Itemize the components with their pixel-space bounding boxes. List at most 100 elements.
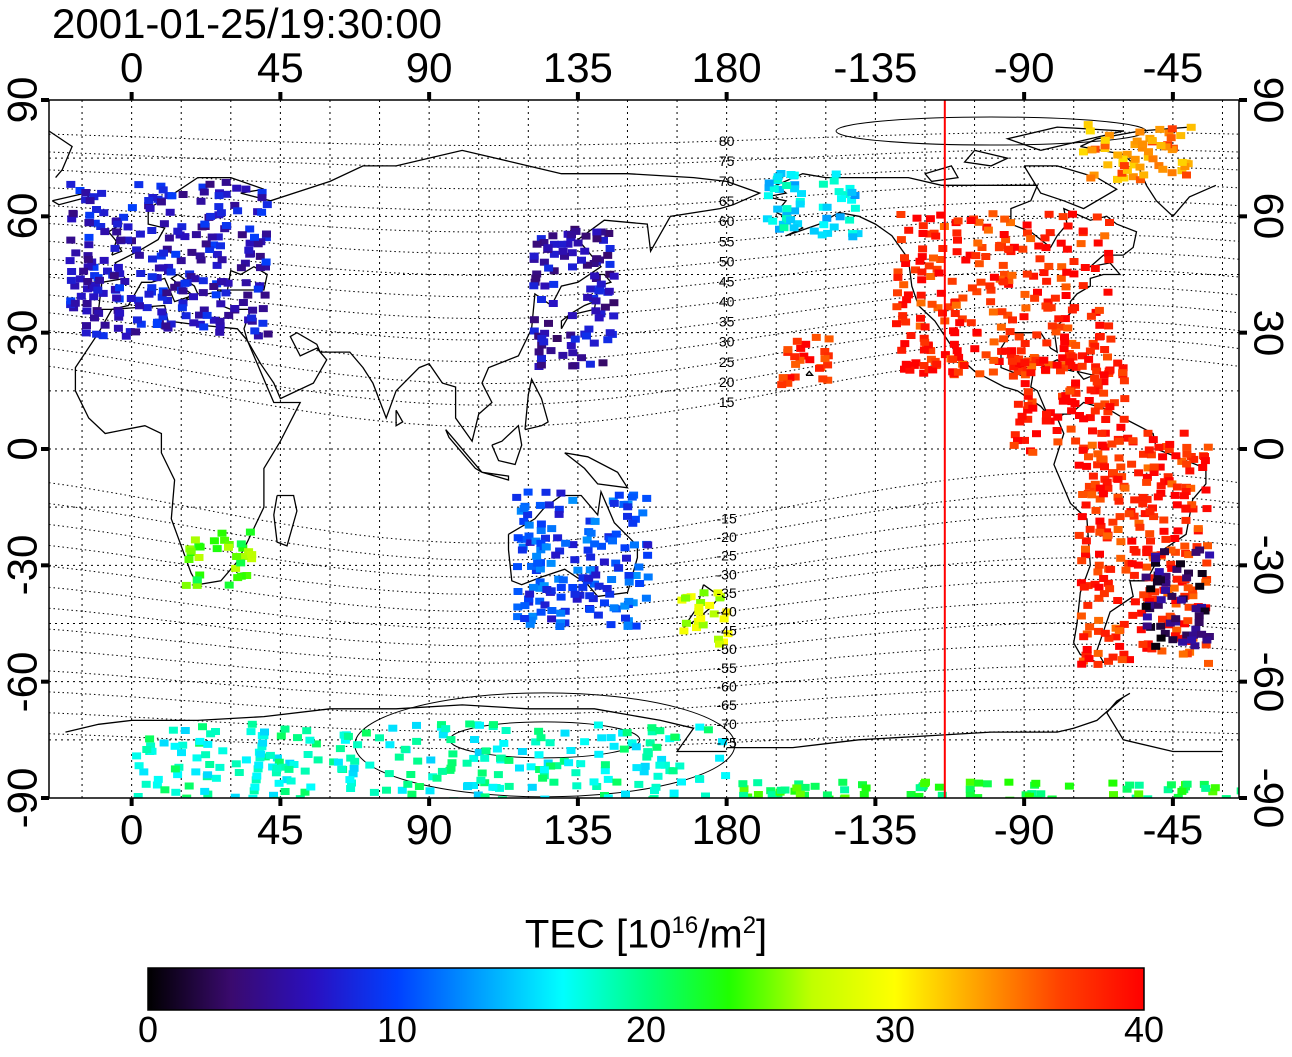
tec-point <box>289 761 299 768</box>
tec-point <box>1161 535 1171 543</box>
tec-point <box>549 280 559 288</box>
tec-point <box>566 331 576 339</box>
tec-point <box>739 785 749 793</box>
tec-point <box>476 776 486 784</box>
tec-point <box>189 319 199 327</box>
tec-point <box>597 734 607 742</box>
tec-point <box>847 188 857 196</box>
tec-point <box>180 279 190 287</box>
tec-point <box>1143 153 1153 161</box>
tec-point <box>1167 592 1177 600</box>
tec-point <box>845 184 855 192</box>
contour-label: 75 <box>719 153 735 169</box>
tec-point <box>126 295 136 302</box>
tec-point <box>253 285 263 293</box>
tec-point <box>818 375 828 383</box>
tec-point <box>1084 355 1094 363</box>
tec-point <box>567 231 576 239</box>
tec-point <box>568 349 578 357</box>
tec-point <box>212 545 222 553</box>
contour-label: -75 <box>717 735 737 751</box>
tec-point <box>1067 306 1077 314</box>
coastline <box>805 370 815 376</box>
tec-point <box>171 250 181 258</box>
tec-point <box>230 201 240 209</box>
tec-point <box>602 585 612 592</box>
tec-point <box>1023 415 1033 423</box>
tec-point <box>1095 517 1105 525</box>
tec-point <box>783 346 793 354</box>
tec-point <box>534 348 544 356</box>
tec-point <box>824 335 834 343</box>
tec-point <box>719 615 729 623</box>
tec-point <box>933 304 943 312</box>
tec-point <box>1013 368 1023 376</box>
tec-point <box>585 592 595 600</box>
tec-point <box>694 603 704 611</box>
tec-point <box>215 328 225 336</box>
tec-point <box>669 795 679 798</box>
tec-point <box>558 576 568 584</box>
tec-point <box>703 726 713 734</box>
coastline <box>963 149 1010 167</box>
tec-point <box>524 532 534 540</box>
tec-point <box>253 765 263 773</box>
tec-point <box>147 227 157 234</box>
tec-point <box>1069 258 1079 265</box>
tec-point <box>1006 219 1015 227</box>
tec-point <box>592 783 602 790</box>
tec-point <box>981 253 991 260</box>
tec-point <box>906 791 916 798</box>
tec-point <box>1001 236 1011 244</box>
tec-point <box>1142 622 1152 630</box>
tec-point <box>1177 457 1187 465</box>
tec-point <box>1104 322 1114 330</box>
tec-point <box>217 256 227 264</box>
tec-point <box>609 499 619 507</box>
right-lat-tick-label: 30 <box>1244 309 1292 357</box>
tec-point <box>66 236 76 244</box>
tec-point <box>241 756 251 764</box>
tec-point <box>265 751 275 759</box>
tec-point <box>1182 631 1192 639</box>
tec-point <box>1078 491 1088 498</box>
tec-point <box>1103 532 1112 540</box>
bottom-tick-mark <box>278 798 283 806</box>
tec-point <box>82 322 91 330</box>
tec-point <box>898 312 908 320</box>
tec-point <box>247 551 257 559</box>
tec-point <box>1115 642 1125 650</box>
tec-point <box>1119 415 1129 423</box>
tec-point <box>100 321 110 329</box>
tec-point <box>539 582 549 590</box>
tec-point <box>245 225 255 233</box>
tec-region <box>529 225 619 370</box>
geomagnetic-contour <box>49 514 1239 578</box>
tec-point <box>1158 615 1167 623</box>
tec-point <box>1079 633 1089 641</box>
tec-point <box>293 734 302 742</box>
tec-point <box>1149 463 1159 471</box>
top-lon-tick-label: -45 <box>1142 44 1204 91</box>
tec-point <box>853 230 863 238</box>
tec-point <box>1113 493 1123 501</box>
tec-point <box>934 783 944 791</box>
tec-point <box>1052 427 1062 434</box>
tec-point <box>1005 328 1015 336</box>
tec-point <box>209 316 219 324</box>
tec-point <box>600 599 609 607</box>
tec-point <box>624 578 634 586</box>
tec-point <box>159 739 169 747</box>
right-tick-mark <box>1239 447 1247 451</box>
tec-point <box>535 501 545 509</box>
tec-point <box>1027 363 1037 371</box>
tec-point <box>178 287 188 295</box>
tec-point <box>99 209 109 217</box>
right-tick-mark <box>1239 98 1247 102</box>
left-tick-mark <box>41 563 49 568</box>
tec-point <box>1144 597 1154 605</box>
tec-point <box>1093 649 1103 657</box>
tec-point <box>1128 173 1138 181</box>
tec-point <box>634 563 644 571</box>
tec-point <box>619 745 629 753</box>
